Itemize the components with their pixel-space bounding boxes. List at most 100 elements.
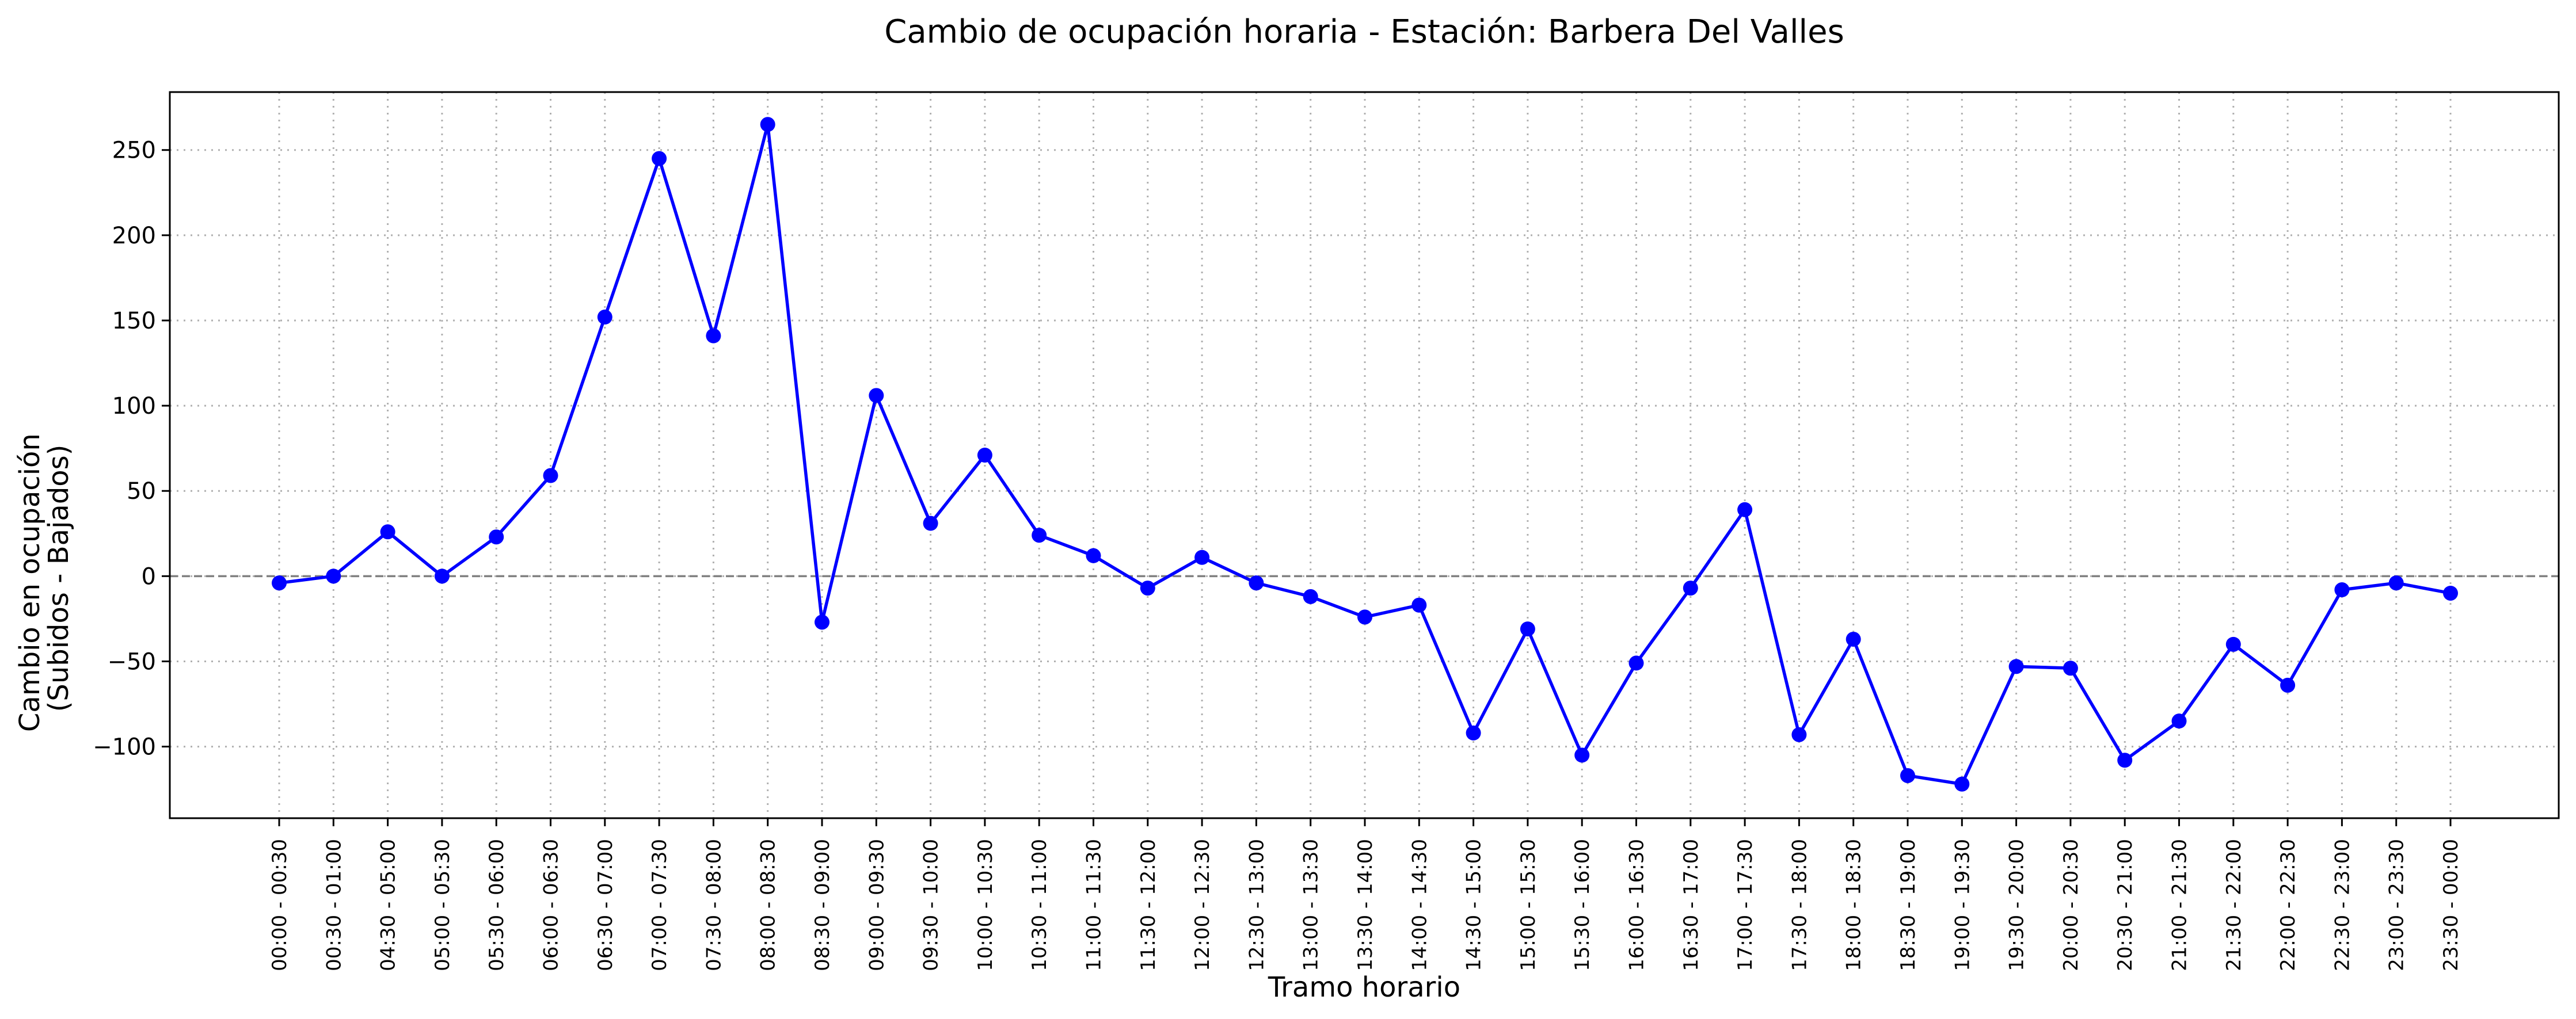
y-tick-label: 0	[142, 563, 156, 590]
data-point	[1846, 631, 1861, 647]
y-tick-label: −100	[93, 734, 156, 761]
x-tick-label: 10:30 - 11:00	[1028, 839, 1051, 971]
x-axis-ticks: 00:00 - 00:30 00:30 - 01:00 04:30 - 05:00 0…	[268, 818, 2463, 971]
data-points	[272, 117, 2458, 792]
data-point	[1574, 747, 1590, 763]
x-tick-label: 00:00 - 00:30	[268, 839, 291, 971]
data-point	[652, 151, 667, 166]
x-tick-label: 21:00 - 21:30	[2168, 839, 2191, 971]
x-tick-label: 00:30 - 01:00	[322, 839, 345, 971]
x-tick-label: 04:30 - 05:00	[377, 839, 400, 971]
data-point	[1032, 528, 1047, 543]
data-point	[2334, 582, 2350, 598]
x-tick-label: 08:00 - 08:30	[757, 839, 780, 971]
data-point	[2225, 636, 2241, 652]
data-point	[1140, 581, 1155, 596]
data-point	[597, 310, 612, 325]
data-point	[272, 575, 287, 591]
x-tick-label: 07:00 - 07:30	[648, 839, 671, 971]
data-point	[543, 468, 558, 483]
x-tick-label: 09:30 - 10:00	[920, 839, 943, 971]
data-point	[1249, 575, 1264, 591]
y-tick-label: 100	[112, 393, 156, 419]
plot-area	[169, 91, 2560, 819]
x-tick-label: 05:30 - 06:00	[485, 839, 508, 971]
y-tick-label: 200	[112, 223, 156, 249]
data-point	[1954, 776, 1970, 792]
data-point	[434, 568, 450, 584]
data-point	[2117, 753, 2133, 768]
x-tick-label: 12:00 - 12:30	[1191, 839, 1214, 971]
data-point	[1520, 621, 1535, 637]
x-tick-label: 15:30 - 16:00	[1571, 839, 1594, 971]
x-tick-label: 13:30 - 14:00	[1354, 839, 1377, 971]
data-point	[2008, 659, 2024, 674]
data-point	[1466, 725, 1481, 741]
data-point	[869, 388, 884, 403]
data-point	[2443, 585, 2458, 601]
x-tick-label: 13:00 - 13:30	[1300, 839, 1323, 971]
x-tick-label: 05:00 - 05:30	[431, 839, 454, 971]
x-tick-label: 07:30 - 08:00	[702, 839, 725, 971]
x-tick-label: 09:00 - 09:30	[865, 839, 888, 971]
x-tick-label: 20:30 - 21:00	[2114, 839, 2137, 971]
x-tick-label: 11:30 - 12:00	[1137, 839, 1160, 971]
x-tick-label: 11:00 - 11:30	[1083, 839, 1106, 971]
data-point	[2063, 661, 2078, 676]
x-tick-label: 17:30 - 18:00	[1788, 839, 1811, 971]
x-tick-label: 06:30 - 07:00	[594, 839, 617, 971]
data-point	[1683, 581, 1698, 596]
chart-title: Cambio de ocupación horaria - Estación: …	[884, 13, 1844, 51]
x-tick-label: 23:30 - 00:00	[2440, 839, 2463, 971]
data-point	[326, 568, 341, 584]
x-tick-label: 12:30 - 13:00	[1245, 839, 1268, 971]
x-tick-label: 20:00 - 20:30	[2060, 839, 2083, 971]
x-tick-label: 08:30 - 09:00	[811, 839, 834, 971]
x-tick-label: 10:00 - 10:30	[974, 839, 997, 971]
x-tick-label: 21:30 - 22:00	[2223, 839, 2246, 971]
y-axis-label-line-2: (Subidos - Bajados)	[43, 445, 75, 712]
y-tick-label: 250	[112, 138, 156, 164]
data-point	[1628, 655, 1644, 671]
y-tick-label: 150	[112, 308, 156, 334]
x-tick-label: 16:00 - 16:30	[1626, 839, 1649, 971]
x-tick-label: 17:00 - 17:30	[1734, 839, 1757, 971]
y-axis-ticks: −100 −50 0 50 100 150 200 250	[93, 138, 170, 761]
data-point	[1357, 609, 1372, 625]
x-tick-label: 16:30 - 17:00	[1680, 839, 1703, 971]
x-tick-label: 18:30 - 19:00	[1897, 839, 1920, 971]
x-tick-label: 22:00 - 22:30	[2277, 839, 2300, 971]
x-tick-label: 14:00 - 14:30	[1408, 839, 1431, 971]
data-point	[489, 529, 504, 545]
data-point	[2171, 713, 2187, 729]
data-point	[1900, 768, 1915, 783]
data-point	[2280, 677, 2296, 693]
data-point	[1303, 589, 1318, 604]
y-tick-label: −50	[108, 648, 156, 675]
y-tick-label: 50	[127, 478, 156, 505]
data-point	[1194, 549, 1210, 565]
data-point	[977, 448, 992, 463]
x-tick-label: 14:30 - 15:00	[1463, 839, 1486, 971]
y-axis-label: Cambio en ocupación (Subidos - Bajados)	[14, 425, 75, 732]
data-point	[706, 328, 721, 344]
data-point	[380, 524, 395, 540]
data-point	[1791, 727, 1807, 742]
data-point	[815, 615, 830, 630]
x-tick-label: 15:00 - 15:30	[1517, 839, 1540, 971]
x-tick-label: 19:00 - 19:30	[1951, 839, 1974, 971]
data-point	[1737, 502, 1753, 517]
data-point	[1086, 548, 1101, 563]
x-tick-label: 06:00 - 06:30	[540, 839, 563, 971]
x-tick-label: 18:00 - 18:30	[1843, 839, 1866, 971]
x-tick-label: 22:30 - 23:00	[2331, 839, 2354, 971]
x-tick-label: 23:00 - 23:30	[2385, 839, 2408, 971]
x-tick-label: 19:30 - 20:00	[2006, 839, 2029, 971]
data-point	[923, 516, 938, 531]
x-axis-label: Tramo horario	[1268, 971, 1460, 1003]
data-point	[760, 117, 775, 132]
grid	[170, 92, 2559, 818]
data-point	[1411, 597, 1427, 613]
data-point	[2388, 575, 2404, 591]
